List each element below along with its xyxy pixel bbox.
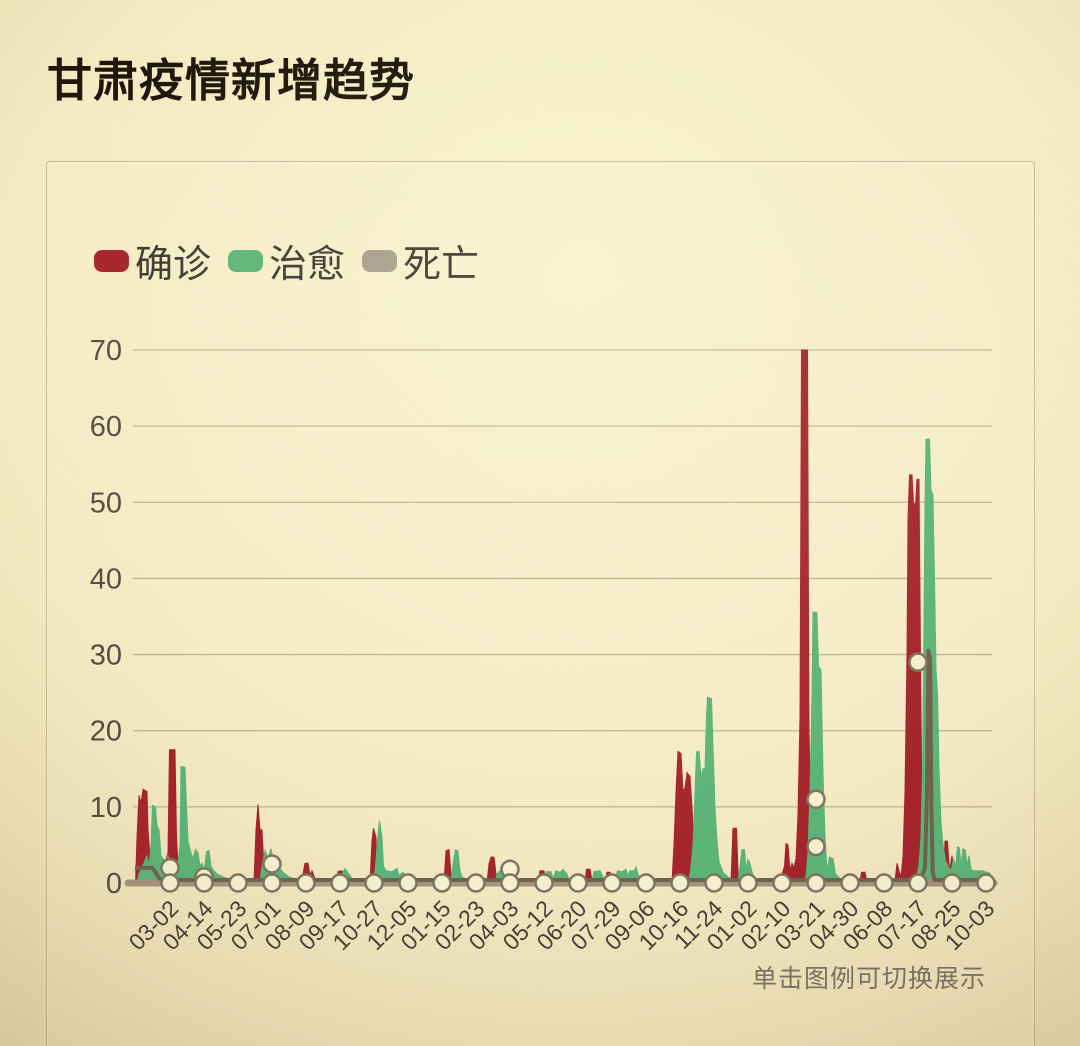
series-line-死亡 bbox=[135, 648, 990, 882]
tick-marker bbox=[296, 873, 316, 893]
tick-marker bbox=[568, 873, 588, 893]
y-axis-label: 40 bbox=[90, 563, 122, 595]
tick-marker bbox=[398, 873, 418, 893]
series-area-治愈 bbox=[136, 438, 991, 884]
legend-item-confirmed[interactable]: 确诊 bbox=[94, 233, 211, 288]
y-axis-label: 70 bbox=[90, 335, 122, 367]
tick-marker bbox=[500, 873, 520, 893]
series-area-确诊 bbox=[134, 349, 991, 884]
tick-marker bbox=[330, 873, 350, 893]
tick-marker bbox=[466, 873, 486, 893]
legend-label-death: 死亡 bbox=[403, 244, 480, 286]
death-swatch-icon bbox=[362, 249, 398, 272]
tick-marker bbox=[874, 873, 894, 893]
confirmed-swatch-icon bbox=[94, 249, 129, 272]
legend-label-confirmed: 确诊 bbox=[135, 244, 212, 286]
y-axis-label: 10 bbox=[90, 792, 122, 824]
tick-marker bbox=[534, 873, 554, 893]
tick-marker bbox=[806, 836, 826, 857]
tick-marker bbox=[602, 873, 622, 893]
tick-marker bbox=[942, 873, 962, 893]
tick-marker bbox=[262, 873, 282, 893]
tick-marker bbox=[806, 789, 826, 809]
tick-marker bbox=[636, 873, 656, 893]
y-axis-label: 50 bbox=[90, 487, 122, 519]
y-axis-label: 20 bbox=[90, 716, 122, 748]
tick-marker bbox=[228, 873, 248, 893]
tick-marker bbox=[160, 873, 180, 893]
tick-marker bbox=[772, 873, 792, 893]
page-title: 甘肃疫情新增趋势 bbox=[47, 55, 416, 106]
tick-marker bbox=[262, 854, 282, 874]
legend-item-cured[interactable]: 治愈 bbox=[228, 233, 345, 288]
tick-marker bbox=[738, 873, 758, 893]
legend-item-death[interactable]: 死亡 bbox=[362, 233, 479, 288]
tick-marker bbox=[976, 873, 996, 893]
chart-card bbox=[46, 161, 1035, 1046]
tick-marker bbox=[840, 873, 860, 893]
legend-toggle-hint: 单击图例可切换展示 bbox=[751, 965, 986, 993]
legend-label-cured: 治愈 bbox=[269, 244, 346, 286]
tick-marker bbox=[364, 873, 384, 893]
tick-marker bbox=[704, 873, 724, 893]
y-axis-label: 60 bbox=[90, 411, 122, 443]
tick-marker bbox=[194, 873, 214, 893]
tick-marker bbox=[908, 873, 928, 893]
tick-marker bbox=[908, 652, 928, 672]
y-axis-label: 30 bbox=[90, 640, 122, 672]
tick-marker bbox=[806, 873, 826, 893]
y-axis-label: 0 bbox=[106, 868, 122, 900]
cured-swatch-icon bbox=[228, 249, 264, 272]
chart-legend: 确诊 治愈 死亡 bbox=[94, 233, 496, 288]
tick-marker bbox=[432, 873, 452, 893]
tick-marker bbox=[670, 873, 690, 893]
